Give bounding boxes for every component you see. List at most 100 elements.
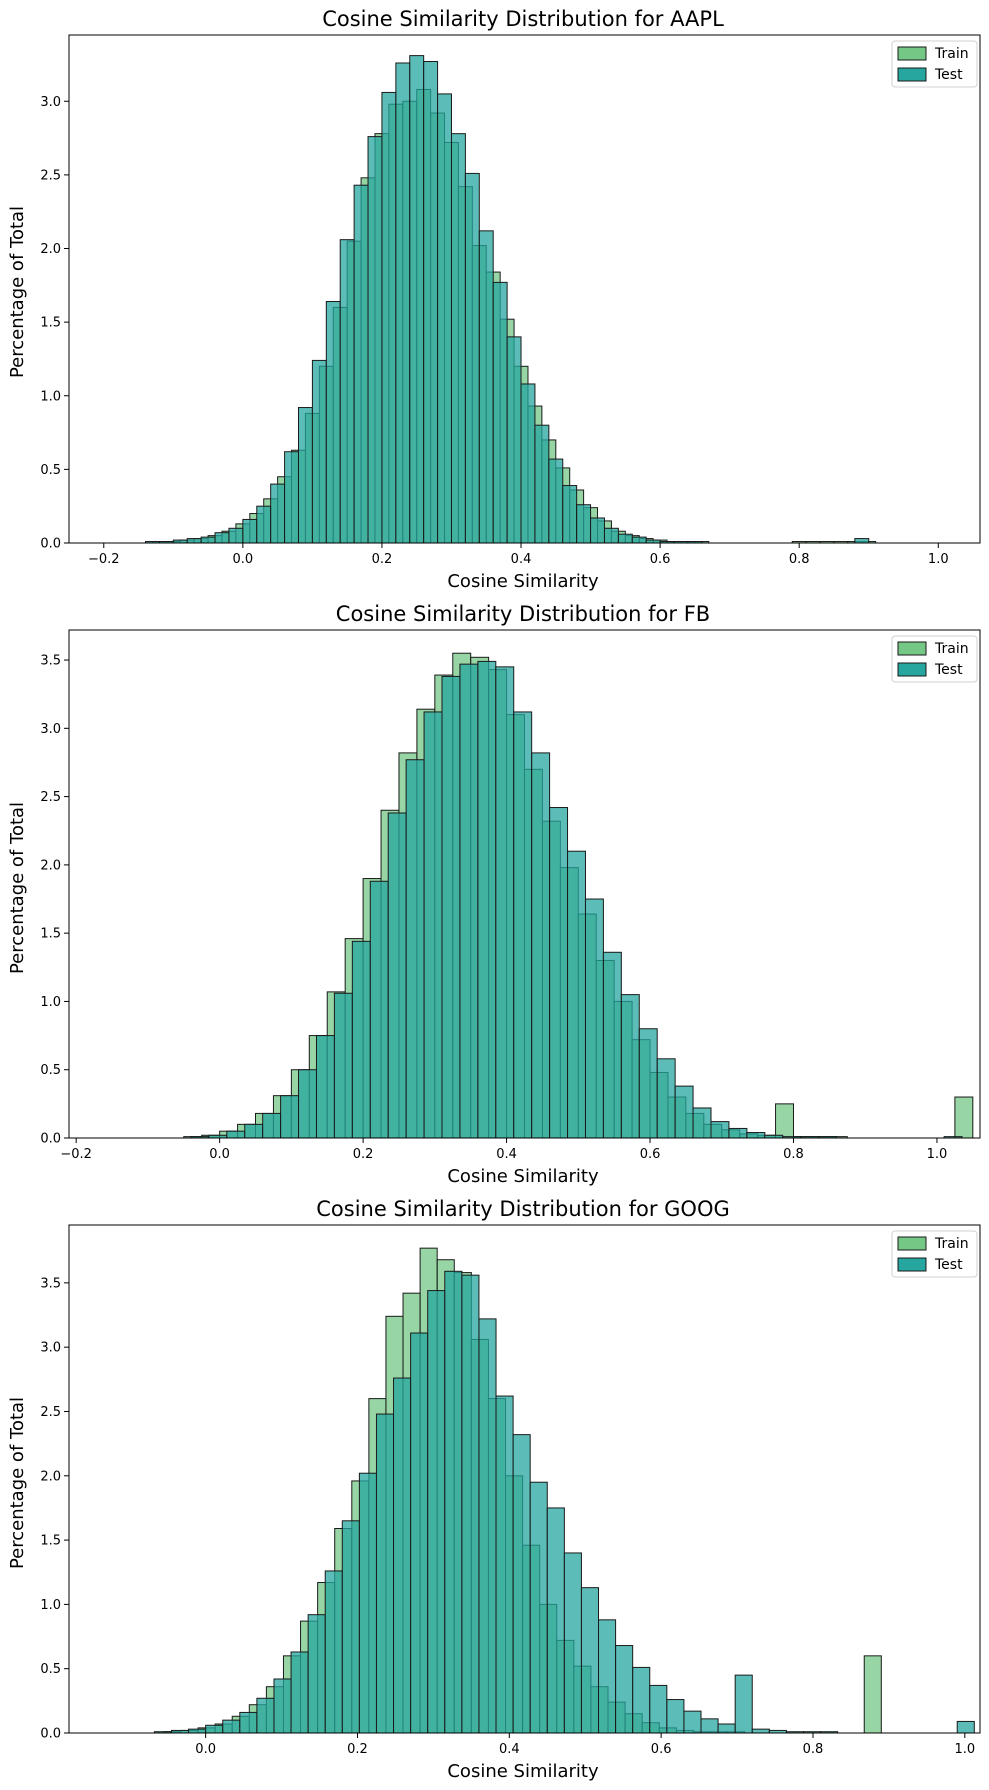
histogram-bar-test [242, 518, 258, 544]
histogram-bar-test [311, 359, 327, 544]
histogram-bar-test [492, 281, 508, 544]
histogram-bar-test [683, 1710, 702, 1734]
plot-area: 0.0 0.2 0.4 0.6 0.8 1.0 0.0 0.5 1.0 1.5 2.0 2.5 3.0 3… [40, 1224, 981, 1757]
x-axis-label: Cosine Similarity [447, 1166, 599, 1187]
y-tick-label: 1.5 [40, 927, 61, 942]
chart-panel-aapl: Cosine Similarity Distribution for AAPL … [7, 7, 981, 592]
y-tick-label: 2.0 [40, 858, 61, 873]
y-tick-label: 3.5 [40, 1276, 61, 1291]
x-tick-label: 0.4 [511, 552, 532, 567]
histogram-bar-test [656, 1058, 676, 1139]
x-tick-label: 0.6 [650, 552, 671, 567]
axes-frame [68, 1224, 981, 1734]
histogram-bar-test [666, 1699, 685, 1734]
histogram-bar-test [549, 807, 569, 1139]
histogram-bar-test [638, 1028, 658, 1139]
x-tick-label: 0.8 [783, 1147, 804, 1162]
histogram-bar-test [534, 424, 550, 544]
x-tick-label: 0.2 [347, 1742, 368, 1757]
histogram-bar-test [315, 1035, 335, 1139]
y-tick-label: 1.0 [40, 389, 61, 404]
histogram-bar-test [478, 1318, 497, 1734]
histogram-bar-test [512, 1434, 531, 1734]
x-tick-label: 0.8 [803, 1742, 824, 1757]
histogram-bar-test [576, 504, 592, 544]
y-axis-label: Percentage of Total [7, 1397, 28, 1569]
histogram-bar-test [450, 133, 466, 544]
histogram-bar-test [751, 1728, 770, 1734]
histogram-bar-test [956, 1720, 975, 1734]
x-tick-label: 0.0 [209, 1147, 230, 1162]
histogram-bar-test [700, 1718, 719, 1734]
histogram-bar-test [298, 1069, 317, 1139]
y-tick-label: 3.5 [40, 654, 61, 669]
histogram-bar-test [325, 301, 341, 544]
histogram-bar-test [495, 1395, 514, 1734]
histogram-bar-test [603, 527, 619, 544]
histogram-bar-test [369, 880, 389, 1139]
y-tick-label: 1.0 [40, 1598, 61, 1613]
y-tick-label: 0.0 [40, 537, 61, 552]
y-tick-label: 1.5 [40, 1534, 61, 1549]
histogram-bar-test [620, 994, 640, 1139]
x-axis-label: Cosine Similarity [447, 1761, 599, 1782]
histogram-bar-train [775, 1103, 794, 1139]
histogram-bar-test [444, 1270, 463, 1734]
histogram-bar-test [602, 951, 622, 1139]
y-axis-label: Percentage of Total [7, 802, 28, 974]
histogram-bar-test [529, 1481, 548, 1734]
histogram-bar-test [728, 1127, 748, 1139]
x-tick-label: −0.2 [88, 552, 120, 567]
histogram-bar-test [617, 533, 633, 544]
histogram-bar-test [598, 1619, 617, 1734]
legend-swatch-test [897, 1257, 927, 1272]
histogram-bar-test [710, 1121, 730, 1139]
legend-label-train: Train [934, 46, 969, 62]
x-tick-label: 1.0 [954, 1742, 975, 1757]
x-tick-label: 1.0 [928, 552, 949, 567]
histogram-bar-train [954, 1096, 974, 1139]
y-tick-label: 0.5 [40, 1662, 61, 1677]
histogram-bar-test [200, 536, 216, 544]
y-tick-label: 1.0 [40, 995, 61, 1010]
histogram-bar-test [478, 230, 494, 544]
y-tick-label: 3.0 [40, 95, 61, 110]
histogram-bar-test [520, 383, 536, 544]
histogram-bar-test [351, 940, 371, 1139]
legend-swatch-test [897, 662, 927, 677]
histogram-bar-test [548, 458, 564, 544]
axes-frame [68, 34, 981, 544]
x-tick-label: 0.2 [353, 1147, 374, 1162]
histogram-bar-test [615, 1645, 634, 1734]
histogram-bar-test [324, 1570, 343, 1734]
chart-title: Cosine Similarity Distribution for FB [336, 602, 710, 626]
legend-label-train: Train [934, 1236, 969, 1252]
y-tick-label: 3.0 [40, 1341, 61, 1356]
histogram-bar-test [692, 1107, 712, 1139]
x-tick-label: 0.0 [233, 552, 254, 567]
y-tick-label: 1.5 [40, 316, 61, 331]
histogram-bar-test [567, 850, 586, 1139]
legend-label-test: Test [934, 1257, 963, 1273]
histogram-bar-test [297, 407, 313, 544]
histogram-bar-test [410, 1332, 429, 1734]
histogram-bar-test [649, 1684, 668, 1734]
histogram-bar-test [393, 1377, 412, 1734]
histogram-bar-test [256, 1697, 275, 1734]
histogram-bar-train [863, 1655, 882, 1734]
histogram-bar-test [358, 1472, 377, 1734]
histogram-bar-test [590, 517, 605, 544]
histogram-bar-test [367, 136, 383, 544]
histogram-bar-test [186, 538, 202, 544]
chart-panel-goog: Cosine Similarity Distribution for GOOG … [7, 1197, 981, 1782]
y-tick-label: 2.5 [40, 168, 61, 183]
x-tick-label: 0.0 [195, 1742, 216, 1757]
histogram-bar-test [395, 62, 411, 544]
histogram-bar-test [674, 1085, 694, 1139]
legend: Train Test [891, 635, 978, 683]
histogram-bar-test [387, 812, 407, 1139]
histogram-bar-test [584, 898, 604, 1139]
histogram-bar-test [290, 1651, 309, 1734]
histogram-bar-test [580, 1587, 600, 1734]
